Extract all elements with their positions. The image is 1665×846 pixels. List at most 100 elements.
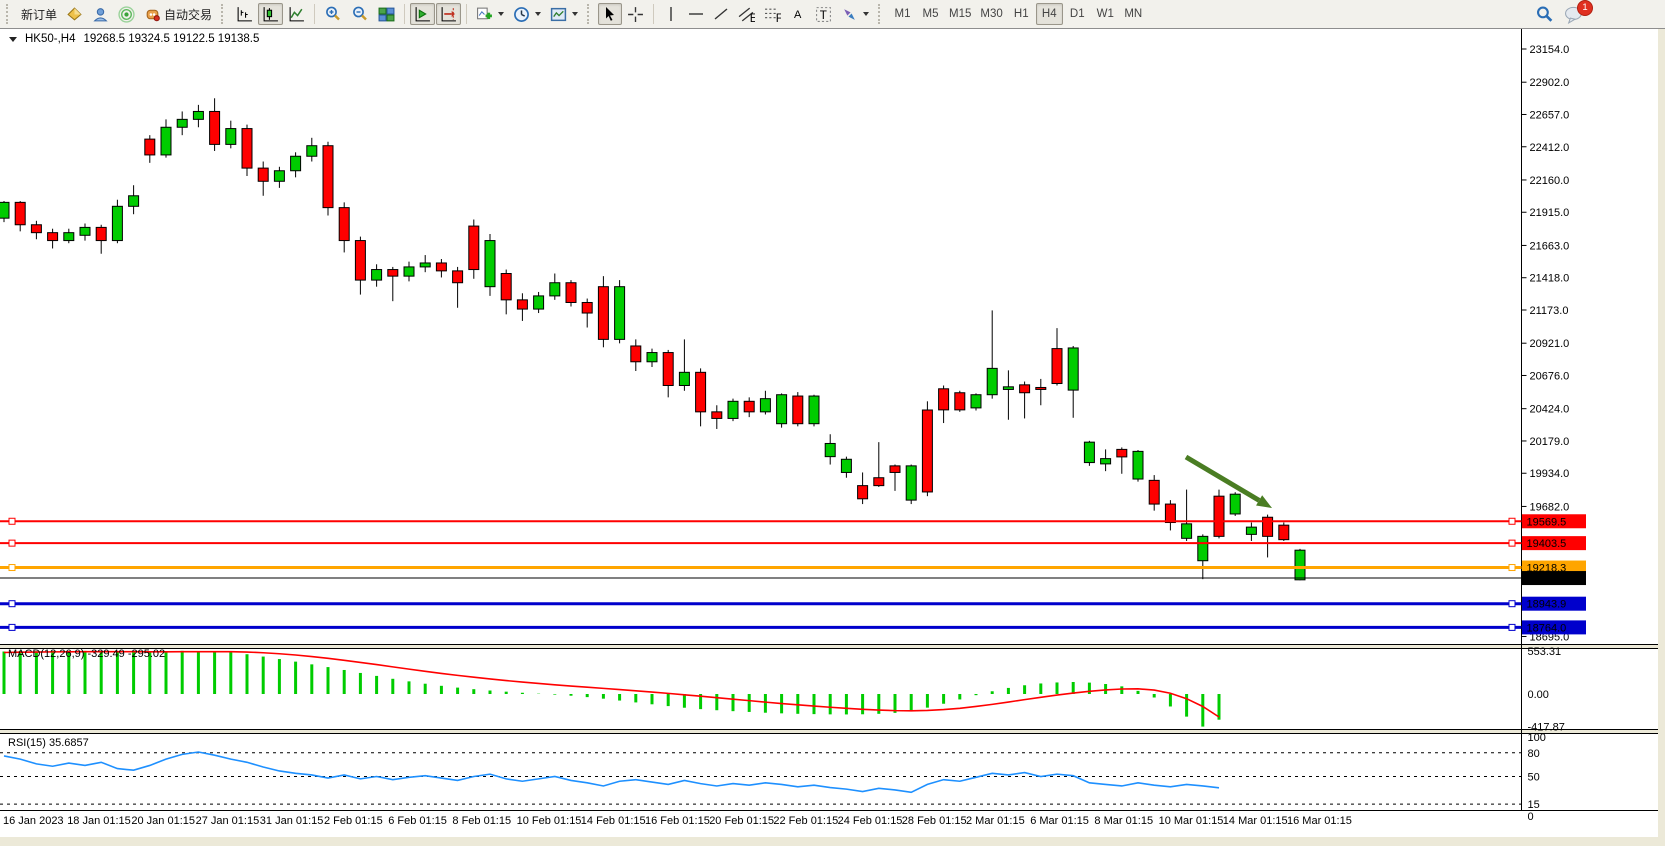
price-line-19569.5[interactable]: 19569.5 xyxy=(0,514,1586,529)
crosshair-tool-button[interactable] xyxy=(623,3,648,25)
line-handle[interactable] xyxy=(8,517,16,525)
line-handle[interactable] xyxy=(1508,623,1516,631)
candlestick-series[interactable] xyxy=(0,98,1306,581)
auto-scroll-button[interactable] xyxy=(410,3,436,25)
shapes-tool-button[interactable] xyxy=(837,3,873,25)
period-H4[interactable]: H4 xyxy=(1035,3,1063,25)
text-label-tool-button[interactable]: T xyxy=(811,3,836,25)
line-handle[interactable] xyxy=(8,564,16,572)
price-tick-label: 20424.0 xyxy=(1530,404,1570,416)
annotation-arrow[interactable] xyxy=(1184,454,1272,508)
collapse-triangle-icon[interactable] xyxy=(9,36,17,42)
period-H1[interactable]: H1 xyxy=(1008,3,1035,25)
time-tick-label: 14 Feb 01:15 xyxy=(581,815,646,827)
chart-line-button[interactable] xyxy=(284,3,309,25)
period-M15[interactable]: M15 xyxy=(945,3,975,25)
tile-windows-icon xyxy=(378,7,395,21)
candle-body xyxy=(808,395,820,425)
period-M5[interactable]: M5 xyxy=(917,3,944,25)
new-order-button[interactable]: 新订单 xyxy=(17,3,61,25)
price-axis[interactable]: 23154.0 22902.0 22657.0 22412.0 22160.0 21915… xyxy=(1521,29,1570,810)
candle-body xyxy=(192,110,204,120)
robot-icon xyxy=(146,9,160,21)
line-handle[interactable] xyxy=(1508,517,1516,525)
search-icon[interactable] xyxy=(1535,5,1554,24)
line-handle[interactable] xyxy=(8,600,16,608)
template-icon xyxy=(550,7,567,21)
toolbar-right-group: 1 xyxy=(1535,0,1593,24)
tile-windows-button[interactable] xyxy=(374,3,399,25)
auto-trading-button[interactable]: 自动交易 xyxy=(140,3,216,25)
candle-body xyxy=(306,145,318,157)
candle-body xyxy=(30,224,42,234)
zoom-out-button[interactable] xyxy=(347,3,373,25)
price-tick-label: 20179.0 xyxy=(1530,436,1570,448)
svg-text:19569.5: 19569.5 xyxy=(1527,516,1567,528)
fibonacci-tool-button[interactable]: F xyxy=(760,3,785,25)
time-tick-label: 20 Jan 01:15 xyxy=(131,815,195,827)
time-tick-label: 24 Feb 01:15 xyxy=(838,815,903,827)
price-line-18764.0[interactable]: 18764.0 xyxy=(0,620,1586,635)
candle-body xyxy=(743,400,755,413)
candle-body xyxy=(500,273,512,301)
period-M30[interactable]: M30 xyxy=(976,3,1006,25)
notifications-button[interactable]: 1 xyxy=(1564,0,1593,24)
chart-shift-button[interactable] xyxy=(436,3,462,25)
price-line-18943.9[interactable]: 18943.9 xyxy=(0,596,1586,611)
toolbar-grip[interactable] xyxy=(587,4,593,24)
period-M1[interactable]: M1 xyxy=(889,3,916,25)
toolbar-grip[interactable] xyxy=(221,4,227,24)
time-tick-label: 27 Jan 01:15 xyxy=(196,815,260,827)
time-axis-strip[interactable] xyxy=(0,811,1665,837)
zoom-in-button[interactable] xyxy=(320,3,346,25)
period-W1[interactable]: W1 xyxy=(1092,3,1119,25)
text-tool-button[interactable]: A xyxy=(786,3,810,25)
line-handle[interactable] xyxy=(8,539,16,547)
bid-line-19138.5[interactable]: 19138.5 xyxy=(0,571,1586,586)
cursor-tool-button[interactable] xyxy=(598,3,623,25)
candle-body xyxy=(1116,448,1128,458)
period-MN[interactable]: MN xyxy=(1120,3,1147,25)
trendline-tool-button[interactable] xyxy=(709,3,733,25)
time-tick-label: 28 Feb 01:15 xyxy=(902,815,967,827)
templates-button[interactable] xyxy=(546,3,582,25)
macd-indicator[interactable]: 553.31 0.00 -417.87 xyxy=(2,646,1565,734)
rsi-axis-label: 0 xyxy=(1528,811,1534,823)
equidistant-channel-tool-button[interactable]: E xyxy=(734,3,759,25)
svg-text:19403.5: 19403.5 xyxy=(1527,538,1567,550)
toolbar-grip[interactable] xyxy=(878,4,884,24)
vertical-line-tool-button[interactable] xyxy=(659,3,683,25)
line-handle[interactable] xyxy=(1508,600,1516,608)
macd-pane[interactable] xyxy=(0,649,1658,729)
candle-body xyxy=(1100,458,1112,465)
signal-button[interactable] xyxy=(114,3,139,25)
price-line-19403.5[interactable]: 19403.5 xyxy=(0,536,1586,551)
chart-candles-button[interactable] xyxy=(258,3,284,25)
line-handle[interactable] xyxy=(8,623,16,631)
toolbar-separator xyxy=(314,4,316,24)
chart-title[interactable]: HK50-,H4 19268.5 19324.5 19122.5 19138.5 xyxy=(9,33,259,45)
rsi-pane[interactable] xyxy=(0,734,1658,810)
gold-tool-button[interactable] xyxy=(62,3,87,25)
candle-body xyxy=(209,110,221,145)
toolbar-grip[interactable] xyxy=(6,4,12,24)
line-handle[interactable] xyxy=(1508,539,1516,547)
line-handle[interactable] xyxy=(1508,564,1516,572)
rsi-indicator[interactable]: 100 80 50 150 xyxy=(0,732,1546,823)
profile-button[interactable] xyxy=(88,3,113,25)
indicators-button[interactable] xyxy=(472,3,508,25)
period-D1[interactable]: D1 xyxy=(1064,3,1091,25)
time-tick-label: 8 Mar 01:15 xyxy=(1094,815,1153,827)
candle-body xyxy=(857,485,869,500)
new-order-label: 新订单 xyxy=(21,7,58,22)
periods-menu-button[interactable] xyxy=(509,3,545,25)
main-price-pane[interactable] xyxy=(0,29,1658,644)
horizontal-line-tool-button[interactable] xyxy=(684,3,708,25)
line-chart-icon xyxy=(289,6,304,21)
time-axis[interactable]: 16 Jan 2023 18 Jan 01:15 20 Jan 01:15 27 Ja… xyxy=(3,815,1352,827)
candle-body xyxy=(905,465,917,501)
chart-bars-button[interactable] xyxy=(232,3,257,25)
candle-body xyxy=(176,118,188,128)
